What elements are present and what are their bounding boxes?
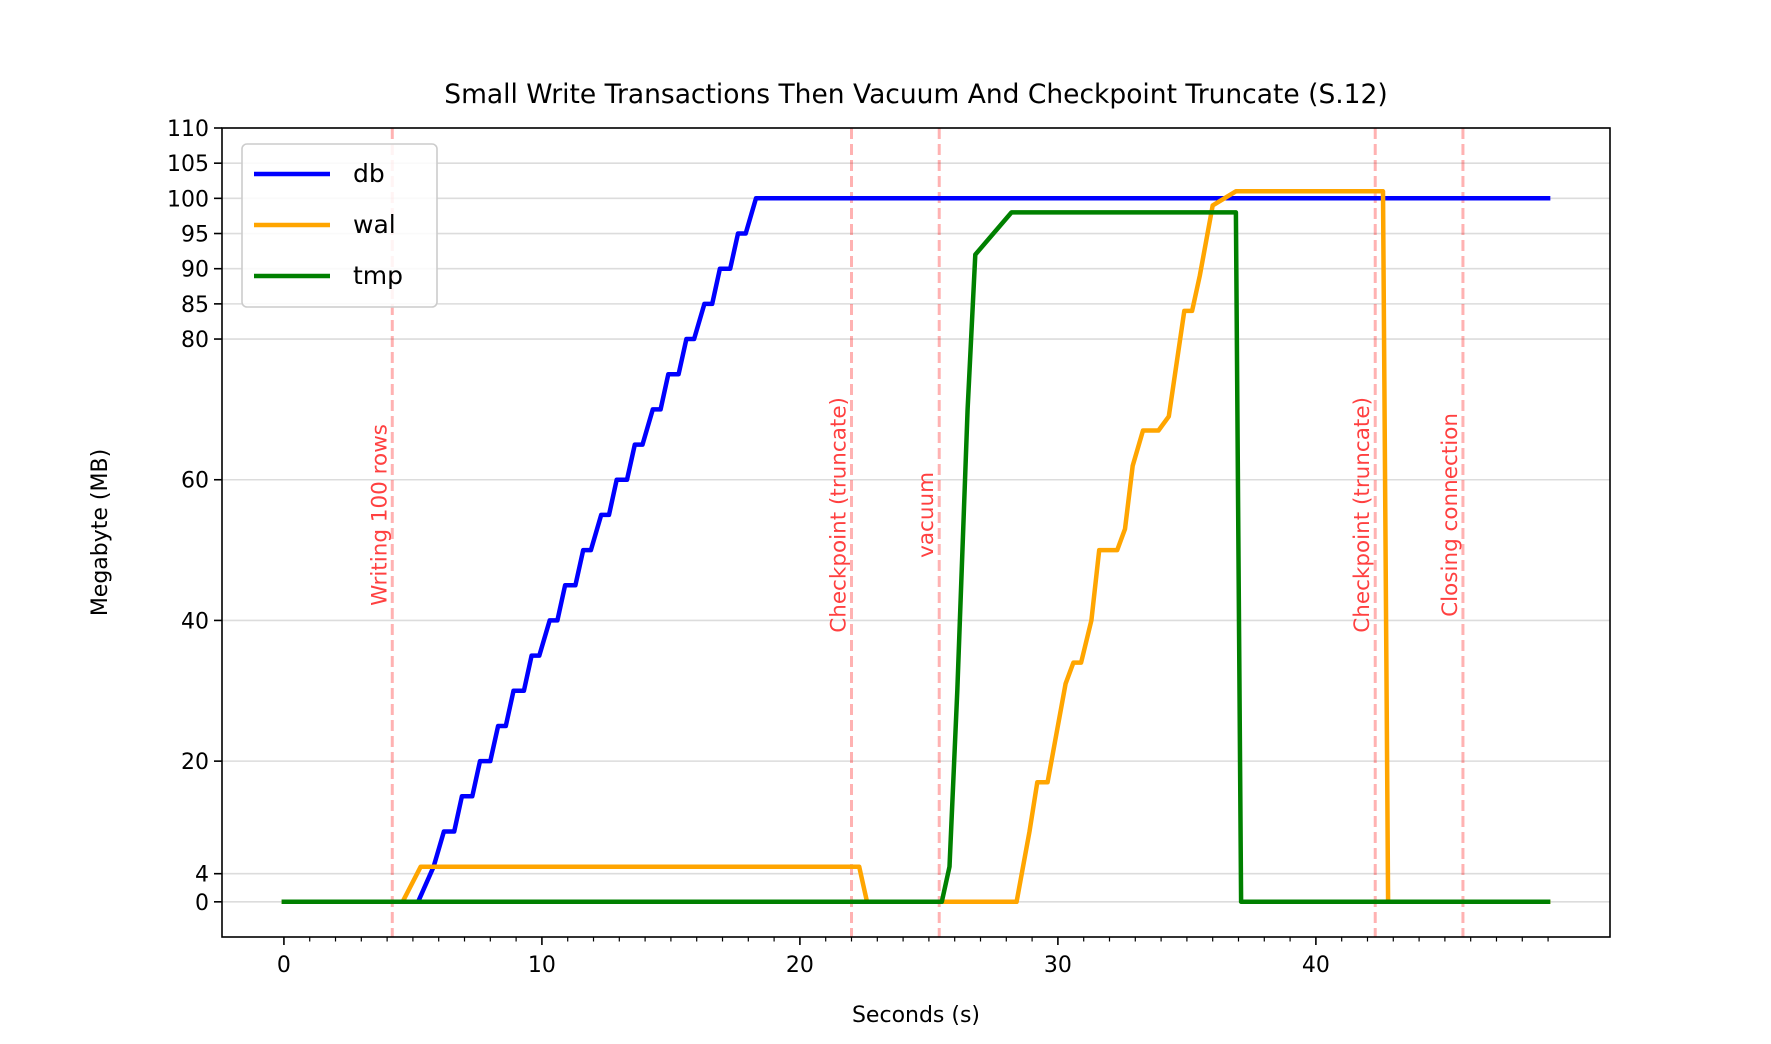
x-tick-label: 30: [1044, 953, 1072, 978]
legend: db wal tmp: [241, 143, 438, 308]
y-tick-label: 85: [181, 293, 209, 318]
y-tick-label: 100: [167, 187, 209, 212]
y-tick-label: 80: [181, 328, 209, 353]
x-tick-label: 20: [786, 953, 814, 978]
legend-box: [241, 143, 438, 308]
legend-label-db: db: [353, 159, 385, 188]
y-tick-label: 105: [167, 152, 209, 177]
series-lines: [281, 189, 1551, 905]
chart-title: Small Write Transactions Then Vacuum And…: [444, 79, 1388, 110]
y-axis-label: Megabyte (MB): [88, 449, 113, 616]
y-tick-label: 4: [195, 863, 209, 888]
y-tick-label: 20: [181, 750, 209, 775]
y-axis-ticks: 0 4 20 40 60 80 85 90 95 100 105 110: [167, 117, 222, 916]
y-tick-label: 90: [181, 258, 209, 283]
event-marker-label: Closing connection: [1438, 413, 1463, 617]
x-tick-label: 0: [277, 953, 291, 978]
x-axis-ticks: 0 10 20 30 40: [277, 937, 1549, 978]
x-axis-label: Seconds (s): [852, 1003, 980, 1028]
y-tick-label: 60: [181, 469, 209, 494]
legend-label-wal: wal: [353, 210, 396, 239]
series-line-tmp: [281, 210, 1551, 905]
event-markers: Writing 100 rows Checkpoint (truncate) vac…: [367, 128, 1465, 937]
event-marker-label: vacuum: [914, 472, 939, 558]
plot-frame: [221, 127, 1611, 938]
x-tick-label: 40: [1302, 953, 1330, 978]
event-marker-label: Checkpoint (truncate): [827, 397, 852, 633]
event-marker-label: Checkpoint (truncate): [1350, 397, 1375, 633]
x-tick-label: 10: [528, 953, 556, 978]
y-tick-label: 40: [181, 609, 209, 634]
event-marker-label: Writing 100 rows: [367, 424, 392, 606]
y-tick-label: 110: [167, 117, 209, 142]
y-tick-label: 0: [195, 891, 209, 916]
y-tick-label: 95: [181, 223, 209, 248]
series-line-wal: [281, 189, 1551, 905]
legend-label-tmp: tmp: [353, 261, 403, 290]
series-line-db: [281, 196, 1551, 905]
